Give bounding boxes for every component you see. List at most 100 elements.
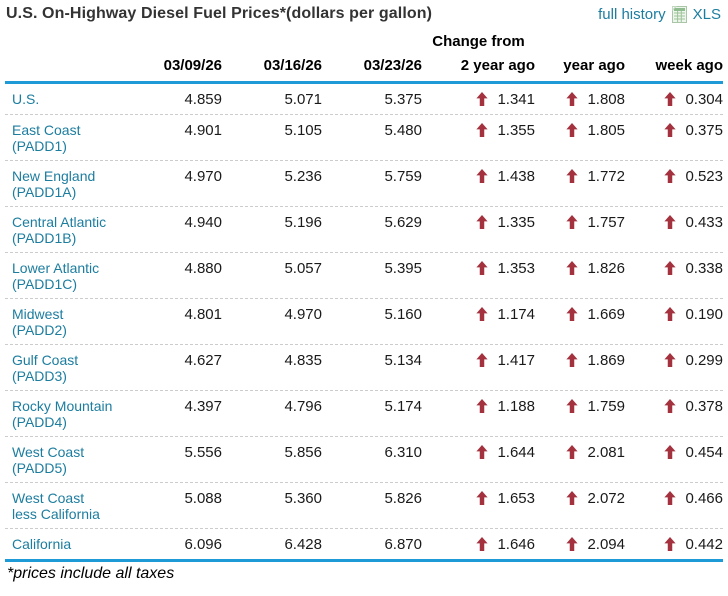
change-value: 1.341 xyxy=(497,91,535,108)
change-value: 0.304 xyxy=(685,91,723,108)
change-value: 0.375 xyxy=(685,122,723,139)
change-cell: 2.081 xyxy=(535,444,625,476)
change-cell: 1.341 xyxy=(422,91,535,108)
region-padd: (PADD1) xyxy=(12,138,67,154)
up-arrow-icon xyxy=(476,215,489,229)
price-table-body: U.S. 4.859 5.071 5.375 1.341 1.808 0.304 East C… xyxy=(5,84,723,562)
up-arrow-icon xyxy=(664,92,677,106)
price-value: 4.397 xyxy=(184,398,222,415)
change-cell: 0.378 xyxy=(625,398,723,430)
price-value: 4.796 xyxy=(284,398,322,415)
price-value: 6.870 xyxy=(384,536,422,553)
up-arrow-icon xyxy=(476,353,489,367)
change-cell: 1.355 xyxy=(422,122,535,154)
region-name: Rocky Mountain xyxy=(12,398,113,414)
change-cell: 1.759 xyxy=(535,398,625,430)
xls-spreadsheet-icon[interactable] xyxy=(671,6,688,23)
up-arrow-icon xyxy=(476,123,489,137)
region-name: Gulf Coast xyxy=(12,352,79,368)
price-value: 4.835 xyxy=(284,352,322,369)
up-arrow-icon xyxy=(664,491,677,505)
change-cell: 1.174 xyxy=(422,306,535,338)
change-value: 1.644 xyxy=(497,444,535,461)
xls-link[interactable]: XLS xyxy=(692,6,721,23)
price-value: 5.395 xyxy=(384,260,422,277)
region-label: West Coast (PADD5) xyxy=(5,444,150,476)
up-arrow-icon xyxy=(476,491,489,505)
change-cell: 0.523 xyxy=(625,168,723,200)
price-value: 5.826 xyxy=(384,490,422,507)
header-links: full history XLS xyxy=(598,6,721,23)
date-column-header-1: 03/09/26 xyxy=(163,57,222,74)
up-arrow-icon xyxy=(566,92,579,106)
price-value: 5.236 xyxy=(284,168,322,185)
region-padd: (PADD4) xyxy=(12,414,67,430)
change-cell: 0.375 xyxy=(625,122,723,154)
table-row: West Coast (PADD5) 5.556 5.856 6.310 1.644 2.0… xyxy=(5,437,723,483)
change-from-label: Change from xyxy=(432,33,525,50)
change-cell: 1.772 xyxy=(535,168,625,200)
price-value: 4.940 xyxy=(184,214,222,231)
change-value: 0.299 xyxy=(685,352,723,369)
change-value: 1.772 xyxy=(587,168,625,185)
change-cell: 0.466 xyxy=(625,490,723,522)
change-value: 1.669 xyxy=(587,306,625,323)
table-row: Midwest (PADD2) 4.801 4.970 5.160 1.174 1.669 0… xyxy=(5,299,723,345)
change-cell: 1.417 xyxy=(422,352,535,384)
change-value: 1.335 xyxy=(497,214,535,231)
price-value: 5.360 xyxy=(284,490,322,507)
up-arrow-icon xyxy=(664,215,677,229)
region-name: Central Atlantic xyxy=(12,214,107,230)
region-name: California xyxy=(12,536,72,552)
change-cell: 0.442 xyxy=(625,536,723,553)
price-value: 5.556 xyxy=(184,444,222,461)
region-padd: (PADD2) xyxy=(12,322,67,338)
region-label: California xyxy=(5,536,150,553)
price-value: 4.880 xyxy=(184,260,222,277)
change-cell: 0.299 xyxy=(625,352,723,384)
region-padd: (PADD3) xyxy=(12,368,67,384)
price-value: 6.310 xyxy=(384,444,422,461)
change-value: 1.417 xyxy=(497,352,535,369)
change-cell: 1.669 xyxy=(535,306,625,338)
region-label: West Coast less California xyxy=(5,490,150,522)
price-value: 5.174 xyxy=(384,398,422,415)
price-value: 6.428 xyxy=(284,536,322,553)
change-column-header-week: week ago xyxy=(655,57,723,74)
price-value: 5.759 xyxy=(384,168,422,185)
price-value: 4.627 xyxy=(184,352,222,369)
price-value: 5.134 xyxy=(384,352,422,369)
price-value: 5.057 xyxy=(284,260,322,277)
up-arrow-icon xyxy=(566,491,579,505)
region-name: Midwest xyxy=(12,306,64,322)
region-label: Rocky Mountain (PADD4) xyxy=(5,398,150,430)
change-value: 1.826 xyxy=(587,260,625,277)
change-cell: 1.653 xyxy=(422,490,535,522)
change-cell: 1.757 xyxy=(535,214,625,246)
full-history-link[interactable]: full history xyxy=(598,6,666,23)
change-cell: 2.072 xyxy=(535,490,625,522)
region-name: West Coast xyxy=(12,444,85,460)
up-arrow-icon xyxy=(566,445,579,459)
change-cell: 1.353 xyxy=(422,260,535,292)
up-arrow-icon xyxy=(476,537,489,551)
change-cell: 0.433 xyxy=(625,214,723,246)
up-arrow-icon xyxy=(664,169,677,183)
region-label: East Coast (PADD1) xyxy=(5,122,150,154)
change-value: 1.646 xyxy=(497,536,535,553)
up-arrow-icon xyxy=(664,399,677,413)
change-value: 1.808 xyxy=(587,91,625,108)
change-value: 1.759 xyxy=(587,398,625,415)
region-padd: (PADD1A) xyxy=(12,184,77,200)
region-label: Central Atlantic (PADD1B) xyxy=(5,214,150,246)
change-value: 0.190 xyxy=(685,306,723,323)
change-value: 1.355 xyxy=(497,122,535,139)
region-name: Lower Atlantic xyxy=(12,260,100,276)
region-name: East Coast xyxy=(12,122,81,138)
change-value: 0.442 xyxy=(685,536,723,553)
price-value: 5.480 xyxy=(384,122,422,139)
change-cell: 1.644 xyxy=(422,444,535,476)
up-arrow-icon xyxy=(476,92,489,106)
region-name: New England xyxy=(12,168,96,184)
price-value: 5.629 xyxy=(384,214,422,231)
